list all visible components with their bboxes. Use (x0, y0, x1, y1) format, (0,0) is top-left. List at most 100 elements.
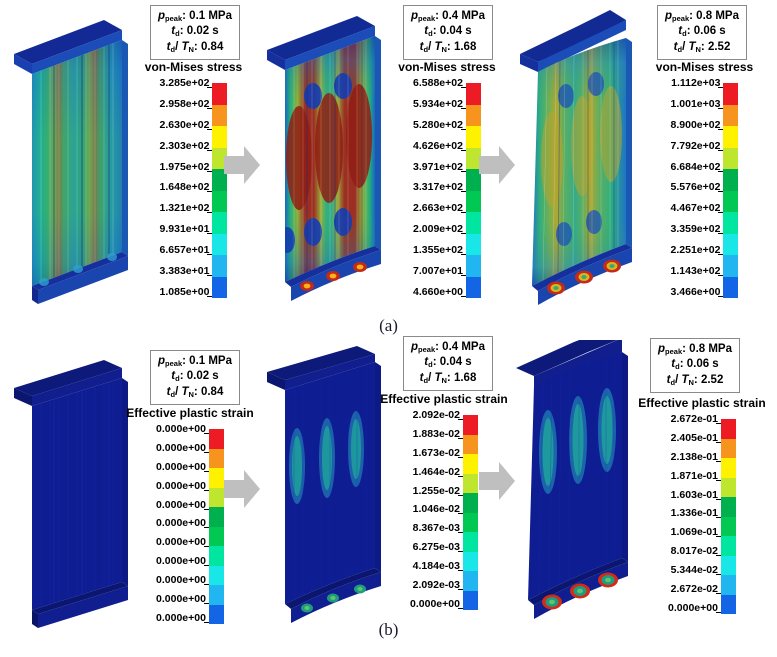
legend-labels-b-2: 2.092e-02 1.883e-02 1.673e-02 1.464e-02 … (410, 410, 463, 610)
p-peak-line: ppeak: 0.8 MPa (658, 343, 732, 356)
legend-labels-a-3: 1.112e+03 1.001e+03 8.900e+02 7.792e+02 … (671, 78, 724, 298)
legend-tick: 1.355e+02 (413, 244, 466, 257)
legend-tick: 0.000e+00 (410, 597, 463, 610)
legend-body-a-2: 6.588e+02 5.934e+02 5.280e+02 4.626e+02 … (388, 78, 506, 298)
legend-b-3: Effective plastic strain 2.672e-01 2.405… (632, 396, 772, 614)
panel-a-stage-1: ppeak: 0.1 MPa td: 0.02 s td/ TN: 0.84 v… (0, 0, 255, 338)
fe-model-b-1 (8, 356, 138, 636)
legend-labels-a-2: 6.588e+02 5.934e+02 5.280e+02 4.626e+02 … (413, 78, 466, 298)
legend-title-b-3: Effective plastic strain (638, 396, 766, 410)
legend-tick: 0.000e+00 (156, 460, 209, 473)
legend-body-b-2: 2.092e-02 1.883e-02 1.673e-02 1.464e-02 … (379, 410, 509, 610)
legend-tick: 1.001e+03 (670, 97, 724, 110)
legend-tick: 5.280e+02 (413, 118, 466, 131)
legend-b-1: Effective plastic strain 0.000e+00 0.000… (126, 406, 254, 624)
legend-tick: 6.275e-03 (410, 542, 463, 553)
subcaption-b: (b) (378, 620, 399, 639)
legend-a-3: von-Mises stress 1.112e+03 1.001e+03 8.9… (642, 60, 767, 298)
legend-tick: 2.672e-01 (668, 414, 721, 425)
legend-body-a-3: 1.112e+03 1.001e+03 8.900e+02 7.792e+02 … (642, 78, 767, 298)
fe-model-a-3-svg (520, 10, 632, 305)
legend-tick: 4.626e+02 (413, 139, 466, 152)
legend-tick: 1.255e-02 (410, 485, 463, 497)
legend-tick: 0.000e+00 (156, 555, 209, 568)
legend-tick: 6.588e+02 (413, 77, 466, 89)
legend-tick: 8.900e+02 (670, 118, 724, 131)
legend-title-a-2: von-Mises stress (398, 60, 496, 74)
legend-tick: 0.000e+00 (156, 611, 209, 624)
legend-body-b-3: 2.672e-01 2.405e-01 2.138e-01 1.871e-01 … (632, 414, 772, 614)
params-box-b-3: ppeak: 0.8 MPa td: 0.06 s td/ TN: 2.52 (650, 338, 740, 393)
legend-tick: 2.630e+02 (159, 118, 213, 131)
p-peak-line: ppeak: 0.8 MPa (665, 10, 739, 23)
panel-b-row: ppeak: 0.1 MPa td: 0.02 s td/ TN: 0.84 E… (0, 336, 777, 639)
colorbar-a-2 (465, 83, 481, 298)
legend-tick: 7.007e+01 (413, 265, 466, 278)
legend-tick: 4.660e+00 (413, 285, 466, 298)
legend-tick: 0.000e+00 (156, 574, 209, 587)
legend-tick: 3.285e+02 (159, 77, 213, 89)
legend-tick: 1.975e+02 (159, 160, 213, 173)
td-tn-ratio-line: td/ TN: 2.52 (666, 373, 724, 387)
legend-tick: 7.792e+02 (670, 139, 724, 152)
td-line: td: 0.06 s (678, 25, 726, 39)
params-box-a-1: ppeak: 0.1 MPa td: 0.02 s td/ TN: 0.84 (150, 5, 240, 60)
p-peak-line: ppeak: 0.1 MPa (158, 10, 232, 23)
legend-tick: 5.934e+02 (413, 97, 466, 110)
legend-tick: 5.344e-02 (668, 565, 721, 576)
legend-tick: 1.069e-01 (668, 527, 721, 538)
panel-a-row: ppeak: 0.1 MPa td: 0.02 s td/ TN: 0.84 v… (0, 0, 777, 338)
legend-tick: 1.321e+02 (159, 202, 213, 215)
params-box-b-2: ppeak: 0.4 MPa td: 0.04 s td/ TN: 1.68 (403, 336, 493, 391)
legend-tick: 3.971e+02 (413, 160, 466, 173)
legend-tick: 0.000e+00 (156, 593, 209, 606)
legend-tick: 3.317e+02 (413, 181, 466, 194)
legend-tick: 2.303e+02 (159, 139, 213, 152)
legend-tick: 1.143e+02 (670, 265, 724, 278)
legend-tick: 6.657e+01 (159, 244, 213, 257)
fe-model-b-3 (514, 340, 654, 636)
legend-tick: 8.017e-02 (668, 546, 721, 557)
fe-model-b-2-svg (267, 346, 381, 623)
legend-tick: 2.009e+02 (413, 223, 466, 236)
fe-model-a-3 (518, 4, 658, 324)
td-tn-ratio-line: td/ TN: 0.84 (166, 40, 224, 54)
right-arrow-icon-b-2 (477, 460, 517, 507)
legend-tick: 2.672e-02 (668, 584, 721, 595)
legend-body-a-1: 3.285e+02 2.958e+02 2.630e+02 2.303e+02 … (136, 78, 251, 298)
legend-tick: 1.673e-02 (410, 448, 463, 459)
fe-model-a-2 (263, 8, 398, 323)
td-line: td: 0.04 s (424, 25, 472, 39)
legend-a-2: von-Mises stress 6.588e+02 5.934e+02 5.2… (388, 60, 506, 298)
legend-tick: 3.466e+00 (670, 285, 724, 298)
fe-model-a-1-svg (14, 20, 128, 304)
legend-tick: 6.684e+02 (670, 160, 724, 173)
legend-tick: 0.000e+00 (156, 498, 209, 511)
fe-model-a-2-svg (267, 16, 381, 301)
subcaption-a: (a) (379, 316, 398, 335)
legend-tick: 1.336e-01 (668, 508, 721, 519)
params-box-b-1: ppeak: 0.1 MPa td: 0.02 s td/ TN: 0.84 (150, 350, 240, 405)
td-tn-ratio-line: td/ TN: 0.84 (166, 385, 224, 399)
td-line: td: 0.02 s (171, 25, 219, 39)
legend-a-1: von-Mises stress 3.285e+02 2.958e+02 2.6… (136, 60, 251, 298)
p-peak-line: ppeak: 0.1 MPa (158, 355, 232, 368)
panel-a-stage-3: ppeak: 0.8 MPa td: 0.06 s td/ TN: 2.52 v… (510, 0, 777, 338)
legend-tick: 3.383e+01 (159, 265, 213, 278)
legend-tick: 2.251e+02 (670, 244, 724, 257)
legend-tick: 0.000e+00 (156, 423, 209, 435)
legend-tick: 1.603e-01 (668, 489, 721, 501)
legend-tick: 2.092e-02 (410, 410, 463, 421)
legend-tick: 9.931e+01 (159, 223, 213, 236)
legend-labels-b-1: 0.000e+00 0.000e+00 0.000e+00 0.000e+00 … (156, 424, 209, 624)
legend-tick: 1.085e+00 (159, 285, 213, 298)
panel-b-stage-3: ppeak: 0.8 MPa td: 0.06 s td/ TN: 2.52 E… (510, 338, 777, 638)
params-box-a-2: ppeak: 0.4 MPa td: 0.04 s td/ TN: 1.68 (403, 5, 493, 60)
panel-a-stage-2: ppeak: 0.4 MPa td: 0.04 s td/ TN: 1.68 v… (255, 0, 510, 338)
legend-tick: 1.046e-02 (410, 504, 463, 515)
legend-tick: 4.467e+02 (670, 202, 724, 215)
right-arrow-icon-a-1 (222, 144, 262, 191)
legend-title-a-3: von-Mises stress (655, 60, 754, 74)
right-arrow-icon-a-2 (477, 144, 517, 191)
